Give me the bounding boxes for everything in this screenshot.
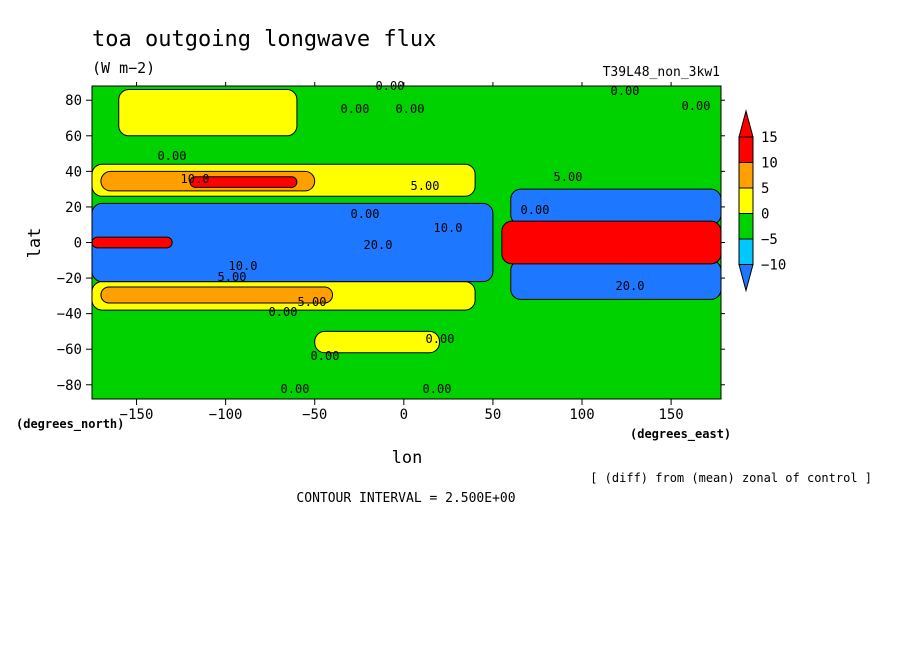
- y-tick-label: 60: [65, 129, 82, 145]
- chart-title: toa outgoing longwave flux: [92, 27, 436, 52]
- heatmap-region: [501, 220, 721, 265]
- heatmap-region: [314, 330, 440, 354]
- y-tick-label: 40: [65, 164, 82, 180]
- y-tick-label: −20: [57, 271, 82, 287]
- contour-label: 0.00: [311, 349, 340, 363]
- contour-label: 0.00: [351, 207, 380, 221]
- contour-label: 10.0: [434, 221, 463, 235]
- contour-label: 20.0: [364, 238, 393, 252]
- x-axis: −150 −100 −50 0 50 100 150: [120, 82, 684, 423]
- contour-label: 0.00: [682, 99, 711, 113]
- colorbar-label: 0: [761, 207, 769, 223]
- y-unit-label: (degrees_north): [16, 417, 124, 432]
- colorbar-label: −10: [761, 258, 786, 274]
- contour-label: 0.00: [396, 102, 425, 116]
- contour-interval: CONTOUR INTERVAL = 2.500E+00: [296, 491, 515, 506]
- contour-label: 0.00: [611, 84, 640, 98]
- contour-label: 0.00: [426, 332, 455, 346]
- colorbar-max-arrow: [738, 109, 754, 138]
- x-tick-label: −100: [209, 407, 243, 423]
- y-tick-label: −80: [57, 378, 82, 394]
- heatmap-region: [118, 89, 298, 137]
- heatmap-region: [189, 176, 298, 188]
- colorbar-segment: [738, 187, 754, 214]
- contour-label: 10.0: [229, 259, 258, 273]
- contour-label: 0.00: [521, 203, 550, 217]
- colorbar-label: 10: [761, 156, 778, 172]
- comparison-note: [ (diff) from (mean) zonal of control ]: [590, 471, 872, 485]
- colorbar: −10 −5 0 5 10 15: [738, 109, 786, 293]
- contour-labels: 0.00 0.00 0.00 0.00 0.00 0.00 0.00 0.00 0.00 0.00…: [158, 79, 711, 396]
- contour-label: 0.00: [158, 149, 187, 163]
- y-tick-label: 0: [74, 236, 82, 252]
- x-tick-label: −50: [302, 407, 327, 423]
- x-tick-label: 0: [400, 407, 408, 423]
- y-axis: 80 60 40 20 0 −20 −40 −60 −80: [57, 93, 725, 394]
- heatmap-region: [100, 286, 334, 304]
- x-tick-label: 100: [569, 407, 594, 423]
- chart-units: (W m−2): [92, 59, 155, 77]
- heatmap-region: [92, 236, 173, 249]
- colorbar-label: 15: [761, 130, 778, 146]
- contour-label: 5.00: [554, 170, 583, 184]
- x-tick-label: −150: [120, 407, 154, 423]
- colorbar-label: −5: [761, 232, 778, 248]
- colorbar-segment: [738, 162, 754, 189]
- contour-label: 0.00: [341, 102, 370, 116]
- contour-label: 5.00: [298, 295, 327, 309]
- x-axis-title: lon: [392, 448, 423, 468]
- colorbar-label: 5: [761, 181, 769, 197]
- contour-label: 10.0: [181, 172, 210, 186]
- x-tick-label: 150: [658, 407, 683, 423]
- contour-label: 20.0: [616, 279, 645, 293]
- contour-label: 5.00: [411, 179, 440, 193]
- colorbar-min-arrow: [738, 264, 754, 293]
- colorbar-segment: [738, 238, 754, 265]
- x-tick-label: 50: [484, 407, 501, 423]
- plot-area: [92, 86, 721, 399]
- contour-label: 0.00: [423, 382, 452, 396]
- run-name: T39L48_non_3kw1: [603, 65, 720, 80]
- y-tick-label: −60: [57, 342, 82, 358]
- colorbar-segment: [738, 136, 754, 163]
- colorbar-segment: [738, 213, 754, 240]
- y-tick-label: 20: [65, 200, 82, 216]
- y-tick-label: 80: [65, 93, 82, 109]
- heatmap-region: [92, 202, 494, 283]
- x-unit-label: (degrees_east): [630, 427, 731, 442]
- contour-label: 0.00: [269, 305, 298, 319]
- y-tick-label: −40: [57, 307, 82, 323]
- contour-label: 5.00: [218, 270, 247, 284]
- contour-label: 0.00: [281, 382, 310, 396]
- y-axis-title: lat: [25, 228, 45, 259]
